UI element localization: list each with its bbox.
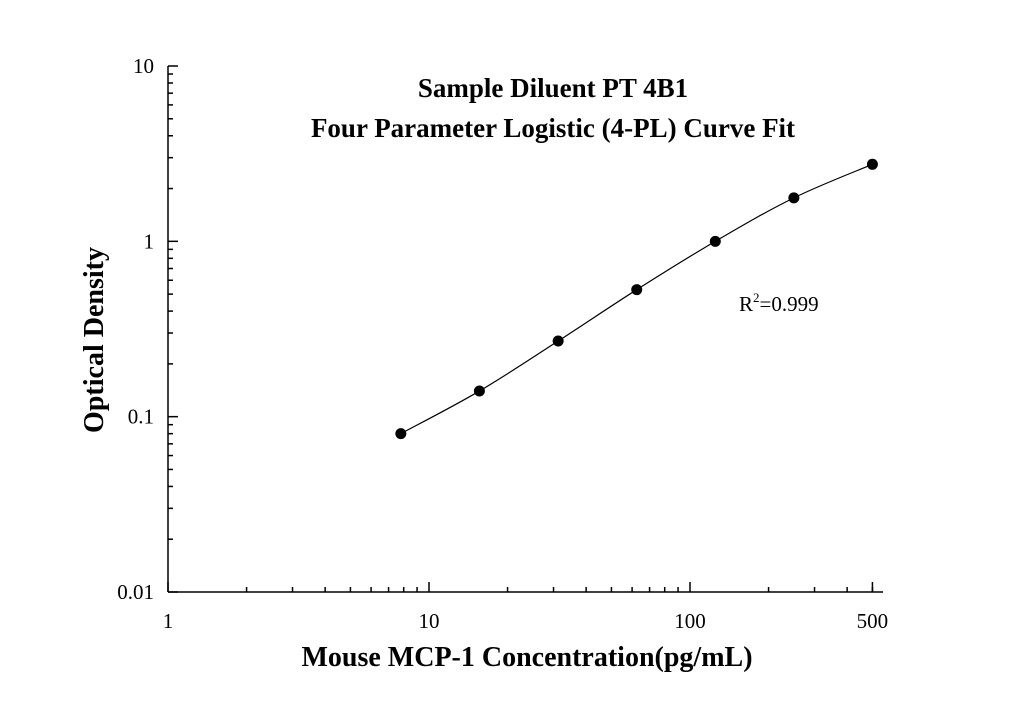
r2-base: R [739,292,753,316]
r2-superscript: 2 [753,290,760,305]
data-points-layer [395,158,878,440]
data-point [631,284,643,296]
axes: 1 10 100 500 0.01 0.1 1 10 [117,54,888,633]
x-tick-label: 100 [674,609,706,633]
x-axis-label: Mouse MCP-1 Concentration(pg/mL) [301,642,752,673]
x-tick-label: 1 [163,609,174,633]
data-point [395,428,407,440]
data-point [552,335,564,347]
y-tick-label: 10 [133,54,154,78]
y-tick-label: 0.1 [128,405,154,429]
r2-annotation: R2=0.999 [739,290,819,316]
chart-subtitle: Four Parameter Logistic (4-PL) Curve Fit [311,113,795,143]
data-point [473,385,485,397]
chart-title-group: Sample Diluent PT 4B1 Four Parameter Log… [311,73,795,143]
x-tick-label: 10 [419,609,440,633]
data-point [709,235,721,247]
data-point [788,192,800,204]
x-tick-label: 500 [857,609,889,633]
y-tick-label: 0.01 [117,580,154,604]
y-tick-label: 1 [144,229,155,253]
chart-title: Sample Diluent PT 4B1 [418,73,688,103]
y-axis-label: Optical Density [79,247,110,433]
data-point [866,158,878,170]
r2-value: =0.999 [760,292,819,316]
